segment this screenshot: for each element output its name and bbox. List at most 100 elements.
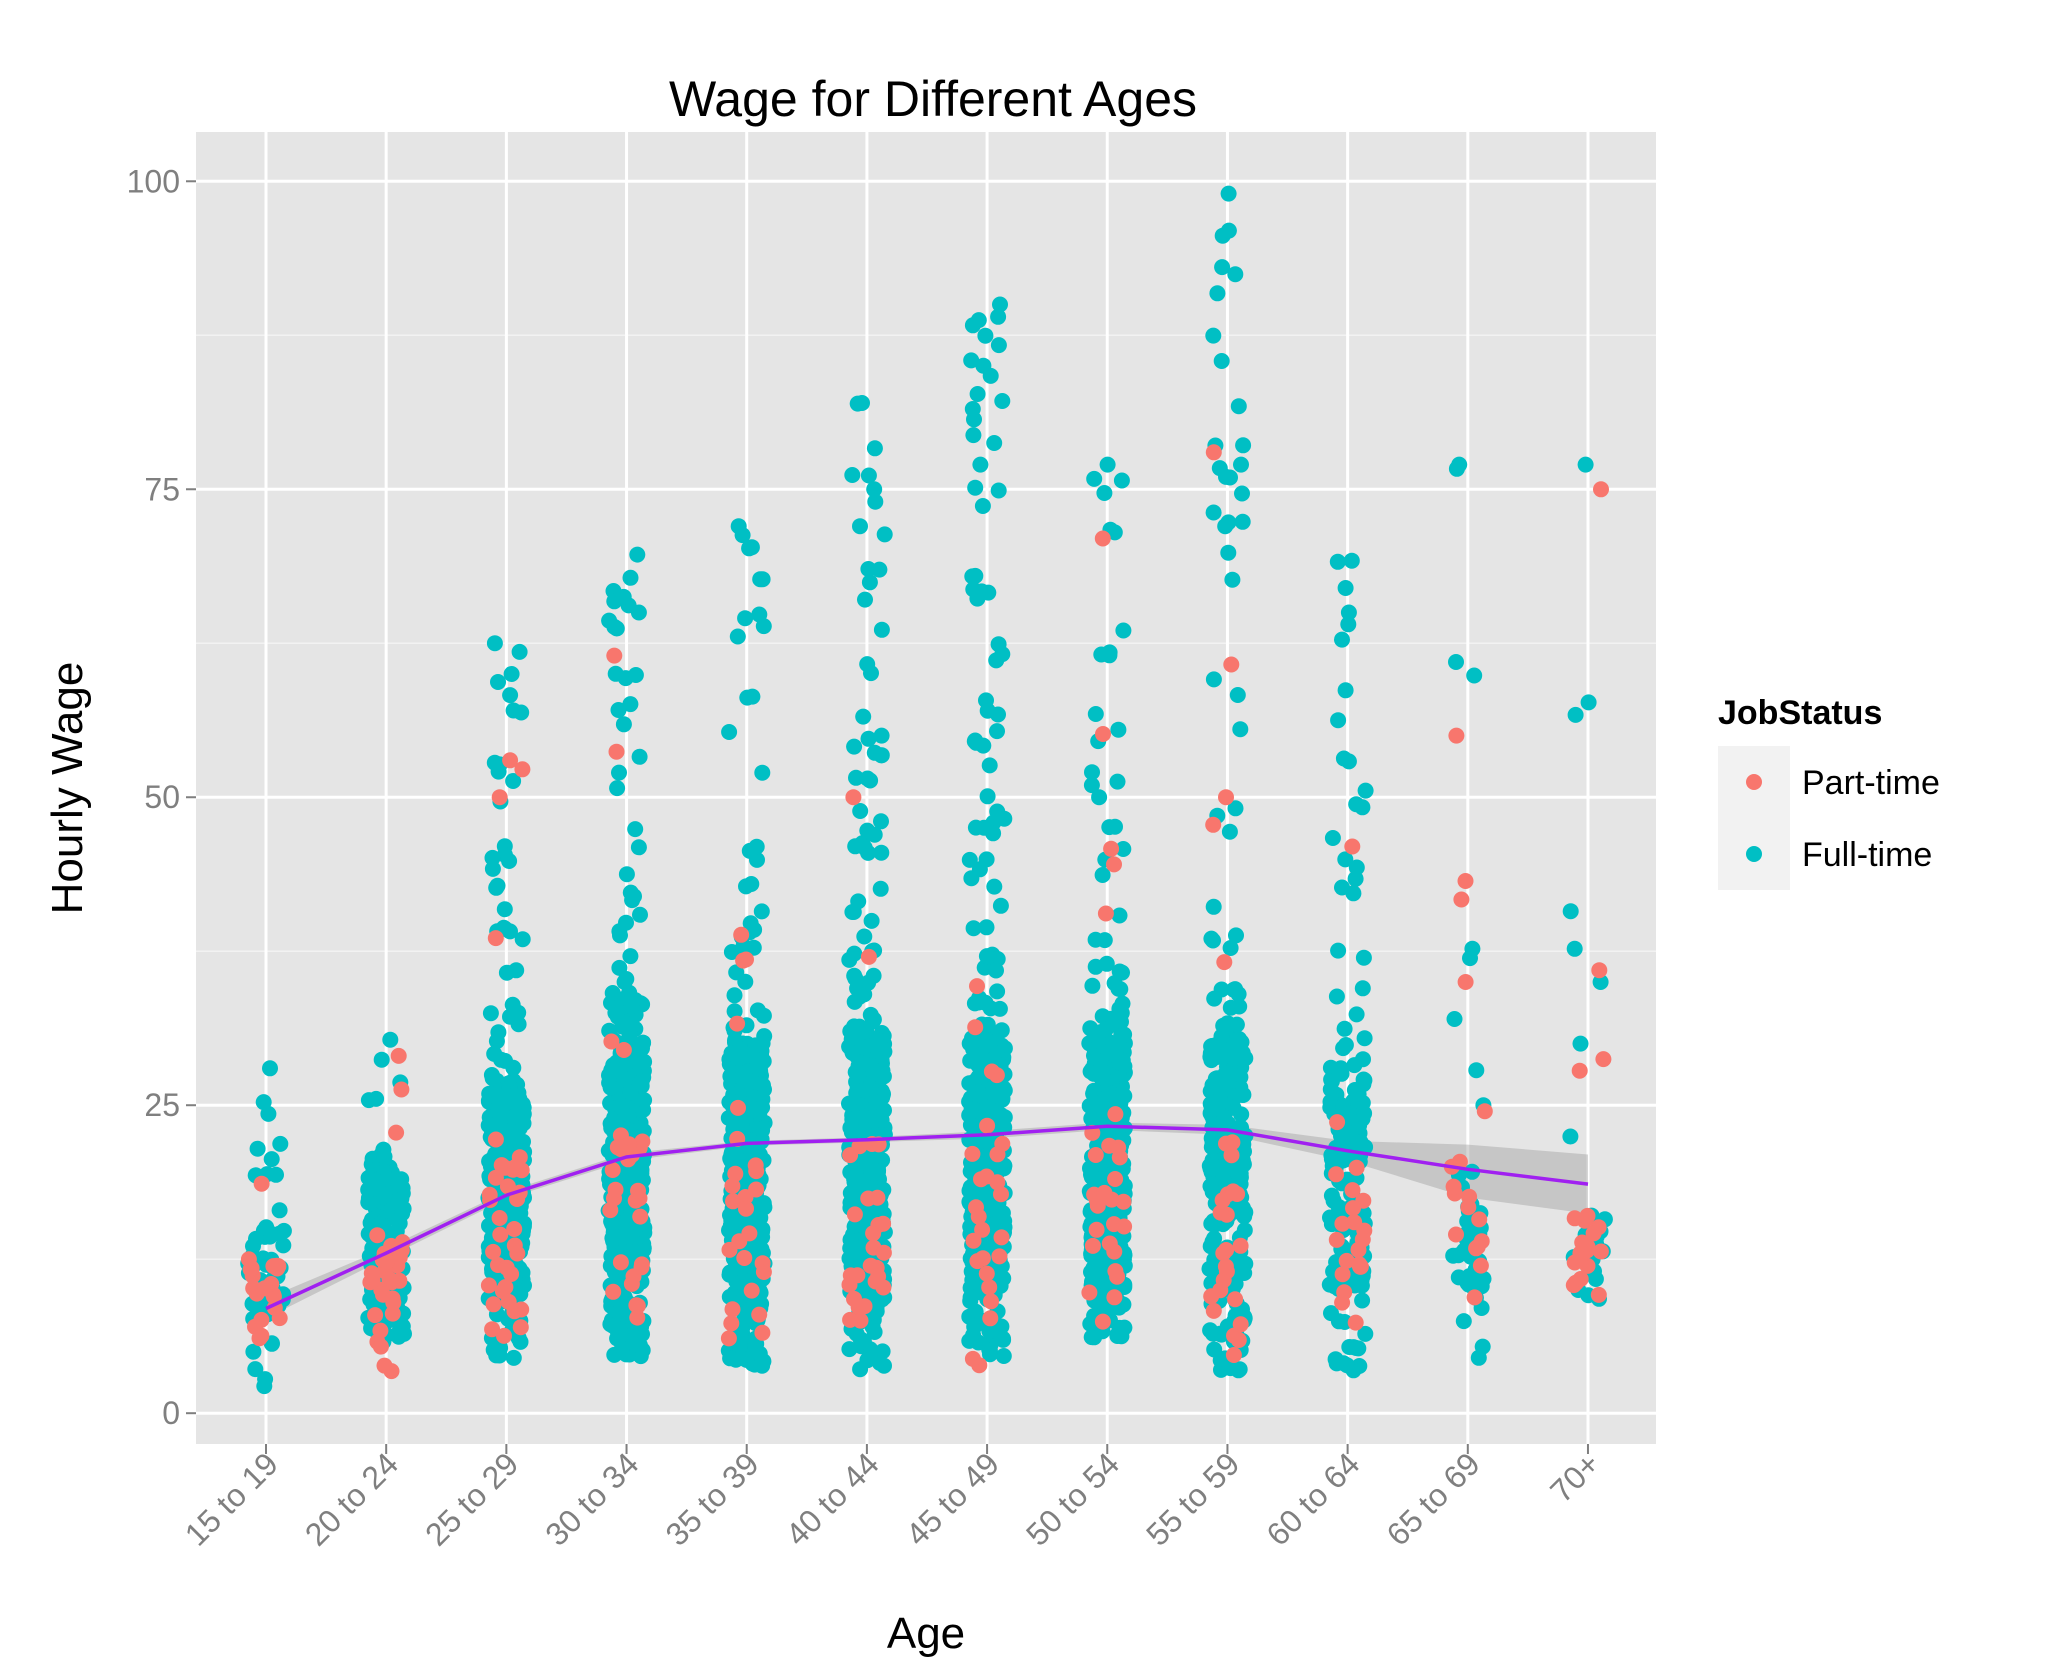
data-point-full-time	[629, 546, 646, 563]
data-point-full-time	[744, 688, 761, 705]
data-point-full-time	[1468, 1062, 1485, 1079]
data-point-full-time	[1348, 859, 1365, 876]
data-point-part-time	[1355, 1192, 1372, 1209]
data-point-full-time	[603, 1062, 620, 1079]
data-point-part-time	[1101, 1137, 1118, 1154]
data-point-part-time	[967, 1019, 984, 1036]
data-point-part-time	[1106, 1289, 1123, 1306]
data-point-full-time	[989, 983, 1006, 1000]
data-point-part-time	[724, 1178, 741, 1194]
data-point-part-time	[487, 1169, 504, 1186]
data-point-full-time	[1230, 986, 1247, 1003]
data-point-full-time	[1460, 1276, 1477, 1293]
data-point-part-time	[1572, 1271, 1589, 1287]
data-point-full-time	[1205, 898, 1222, 915]
data-point-full-time	[1356, 1030, 1373, 1047]
data-point-full-time	[611, 764, 627, 781]
data-point-full-time	[1218, 468, 1234, 485]
data-point-full-time	[992, 296, 1008, 313]
x-tick-label: 15 to 19	[178, 1445, 285, 1552]
data-point-full-time	[1562, 903, 1579, 920]
data-point-full-time	[601, 1074, 618, 1091]
data-point-part-time	[860, 948, 877, 965]
data-point-full-time	[847, 1217, 864, 1234]
data-point-full-time	[256, 1378, 273, 1395]
data-point-part-time	[741, 1225, 758, 1242]
data-point-part-time	[723, 1315, 740, 1332]
data-point-part-time	[1329, 1114, 1346, 1131]
data-point-part-time	[269, 1257, 286, 1274]
data-point-full-time	[995, 1348, 1012, 1364]
data-point-part-time	[384, 1290, 401, 1307]
data-point-full-time	[1332, 1060, 1349, 1077]
data-point-part-time	[514, 761, 531, 778]
data-point-full-time	[1111, 907, 1128, 924]
x-tick-label: 65 to 69	[1380, 1445, 1487, 1552]
data-point-part-time	[480, 1277, 497, 1294]
data-point-full-time	[1085, 1065, 1102, 1082]
data-point-full-time	[743, 876, 760, 892]
legend-label-full-time: Full-time	[1802, 836, 1932, 874]
data-point-full-time	[1206, 1341, 1223, 1358]
data-point-part-time	[388, 1124, 405, 1141]
data-point-full-time	[272, 1135, 289, 1152]
data-point-part-time	[512, 1319, 529, 1336]
data-point-part-time	[989, 1146, 1006, 1163]
data-point-full-time	[510, 1004, 527, 1021]
data-point-full-time	[859, 770, 876, 787]
data-point-part-time	[634, 1133, 651, 1150]
data-point-full-time	[1334, 879, 1350, 896]
data-point-full-time	[841, 951, 858, 968]
data-point-full-time	[866, 826, 883, 843]
data-point-full-time	[248, 1230, 264, 1247]
data-point-full-time	[1110, 721, 1127, 738]
data-point-full-time	[866, 1165, 883, 1182]
data-point-full-time	[863, 912, 880, 929]
data-point-full-time	[609, 1229, 626, 1246]
data-point-part-time	[498, 1259, 515, 1276]
data-point-full-time	[855, 708, 872, 725]
data-point-full-time	[872, 1032, 889, 1049]
data-point-full-time	[1236, 1222, 1253, 1239]
data-point-part-time	[1471, 1211, 1488, 1228]
data-point-full-time	[1203, 930, 1220, 947]
data-point-full-time	[749, 1294, 766, 1311]
data-point-full-time	[1459, 1213, 1476, 1230]
data-point-full-time	[846, 738, 863, 755]
data-point-part-time	[978, 1168, 995, 1185]
data-point-part-time	[991, 1248, 1008, 1265]
data-point-full-time	[866, 1324, 883, 1340]
data-point-full-time	[496, 846, 513, 863]
data-point-full-time	[623, 998, 640, 1015]
data-point-part-time	[993, 1229, 1010, 1246]
data-point-full-time	[627, 667, 644, 683]
data-point-full-time	[631, 1337, 648, 1354]
data-point-full-time	[966, 995, 983, 1012]
data-point-full-time	[1330, 942, 1347, 959]
data-point-full-time	[1220, 544, 1237, 561]
data-point-part-time	[1469, 1238, 1486, 1255]
data-point-full-time	[1334, 631, 1350, 648]
x-tick-label: 20 to 24	[298, 1445, 405, 1552]
data-point-full-time	[852, 518, 868, 535]
data-point-full-time	[1203, 1215, 1220, 1232]
data-point-part-time	[1591, 962, 1608, 979]
data-point-part-time	[372, 1338, 389, 1355]
data-point-full-time	[624, 1242, 641, 1259]
data-point-part-time	[1212, 1282, 1229, 1299]
data-point-part-time	[1590, 1286, 1607, 1303]
data-point-part-time	[378, 1253, 395, 1270]
data-point-full-time	[989, 1045, 1005, 1062]
data-point-part-time	[507, 1158, 524, 1175]
legend-swatch-part-time	[1746, 774, 1762, 790]
data-point-part-time	[1116, 1218, 1133, 1235]
data-point-full-time	[1464, 940, 1481, 957]
data-point-full-time	[722, 1350, 739, 1367]
data-point-part-time	[487, 930, 504, 947]
data-point-full-time	[498, 1087, 515, 1104]
data-point-part-time	[1445, 1178, 1462, 1195]
data-point-full-time	[615, 716, 632, 733]
data-point-full-time	[863, 665, 879, 682]
data-point-full-time	[961, 851, 978, 868]
data-point-full-time	[1213, 353, 1230, 369]
